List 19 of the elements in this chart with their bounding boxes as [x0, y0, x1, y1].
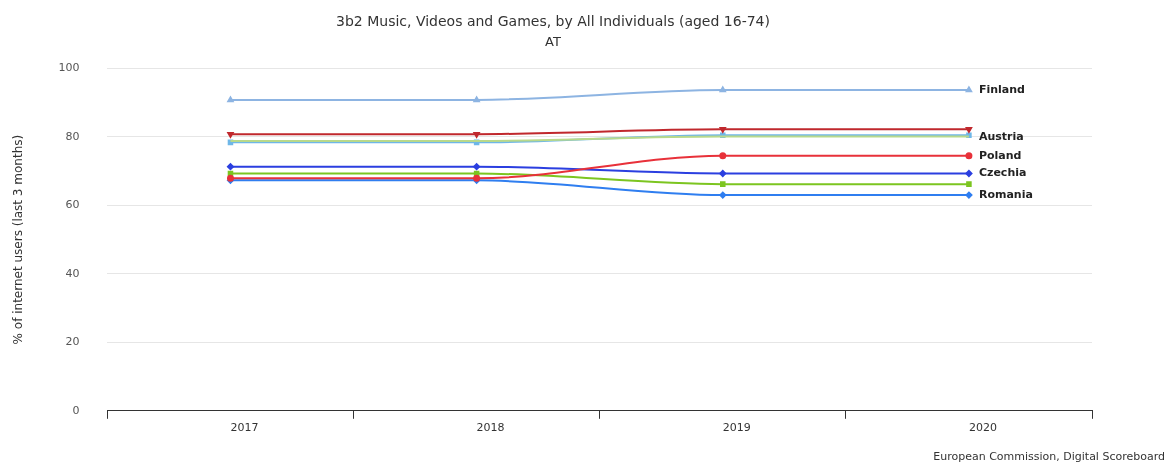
x-tick-label: 2019	[722, 421, 751, 435]
series-label: Poland	[978, 148, 1022, 162]
chart-title: 3b2 Music, Videos and Games, by All Individuals (aged 16-74)	[336, 13, 770, 30]
y-tick-label: 100	[58, 61, 80, 75]
y-tick-label: 80	[65, 129, 80, 143]
y-axis-title: % of internet users (last 3 months)	[11, 134, 26, 345]
text: European Commission, Digital Scoreboard	[933, 450, 1165, 463]
y-tick-label: 60	[65, 198, 80, 212]
series-label: Finland	[978, 82, 1025, 96]
series-label: Romania	[978, 187, 1033, 201]
y-tick-label: 20	[65, 335, 80, 349]
series-label: Czechia	[978, 166, 1027, 180]
x-tick-label: 2017	[230, 421, 259, 435]
x-tick-label: 2018	[476, 421, 505, 435]
y-tick-label: 40	[65, 266, 80, 280]
series-label: Austria	[978, 130, 1024, 144]
y-tick-label: 0	[72, 403, 80, 417]
x-tick-label: 2020	[968, 421, 997, 435]
chart-subtitle: AT	[545, 33, 561, 49]
